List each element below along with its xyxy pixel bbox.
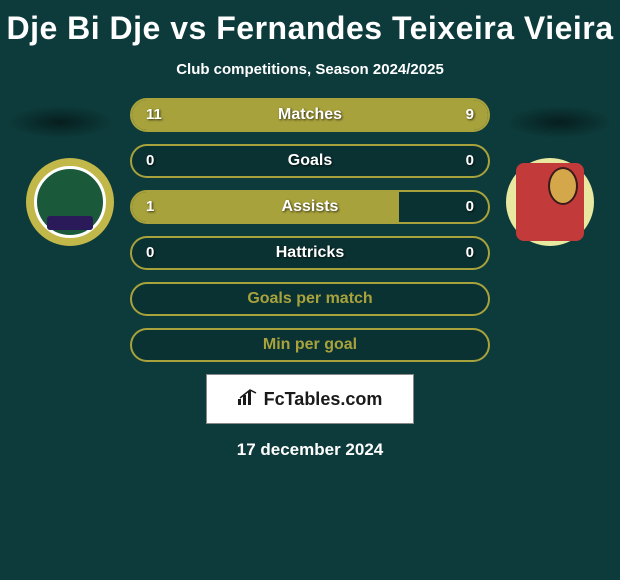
player-right-club-logo [506,158,594,246]
page-title: Dje Bi Dje vs Fernandes Teixeira Vieira [0,0,620,47]
stat-label: Hattricks [132,238,488,268]
stat-row-empty: Min per goal [130,328,490,362]
stat-value-right: 0 [466,192,474,222]
subtitle: Club competitions, Season 2024/2025 [0,61,620,78]
stat-value-right: 0 [466,146,474,176]
stat-label: Goals [132,146,488,176]
player-right-shadow [507,106,612,138]
stat-row-empty: Goals per match [130,282,490,316]
date-text: 17 december 2024 [0,440,620,460]
stat-row: 0Hattricks0 [130,236,490,270]
stat-row: 1Assists0 [130,190,490,224]
player-left-shadow [8,106,113,138]
player-left-club-logo [26,158,114,246]
brand-logo: FcTables.com [206,374,414,424]
stat-row: 11Matches9 [130,98,490,132]
stats-bars: 11Matches90Goals01Assists00Hattricks0Goa… [130,98,490,362]
stat-value-right: 0 [466,238,474,268]
stat-label: Matches [132,100,488,130]
chart-icon [238,389,258,410]
stat-row: 0Goals0 [130,144,490,178]
brand-text: FcTables.com [264,389,383,410]
stat-label: Assists [132,192,488,222]
stat-value-right: 9 [466,100,474,130]
comparison-container: 11Matches90Goals01Assists00Hattricks0Goa… [0,98,620,362]
